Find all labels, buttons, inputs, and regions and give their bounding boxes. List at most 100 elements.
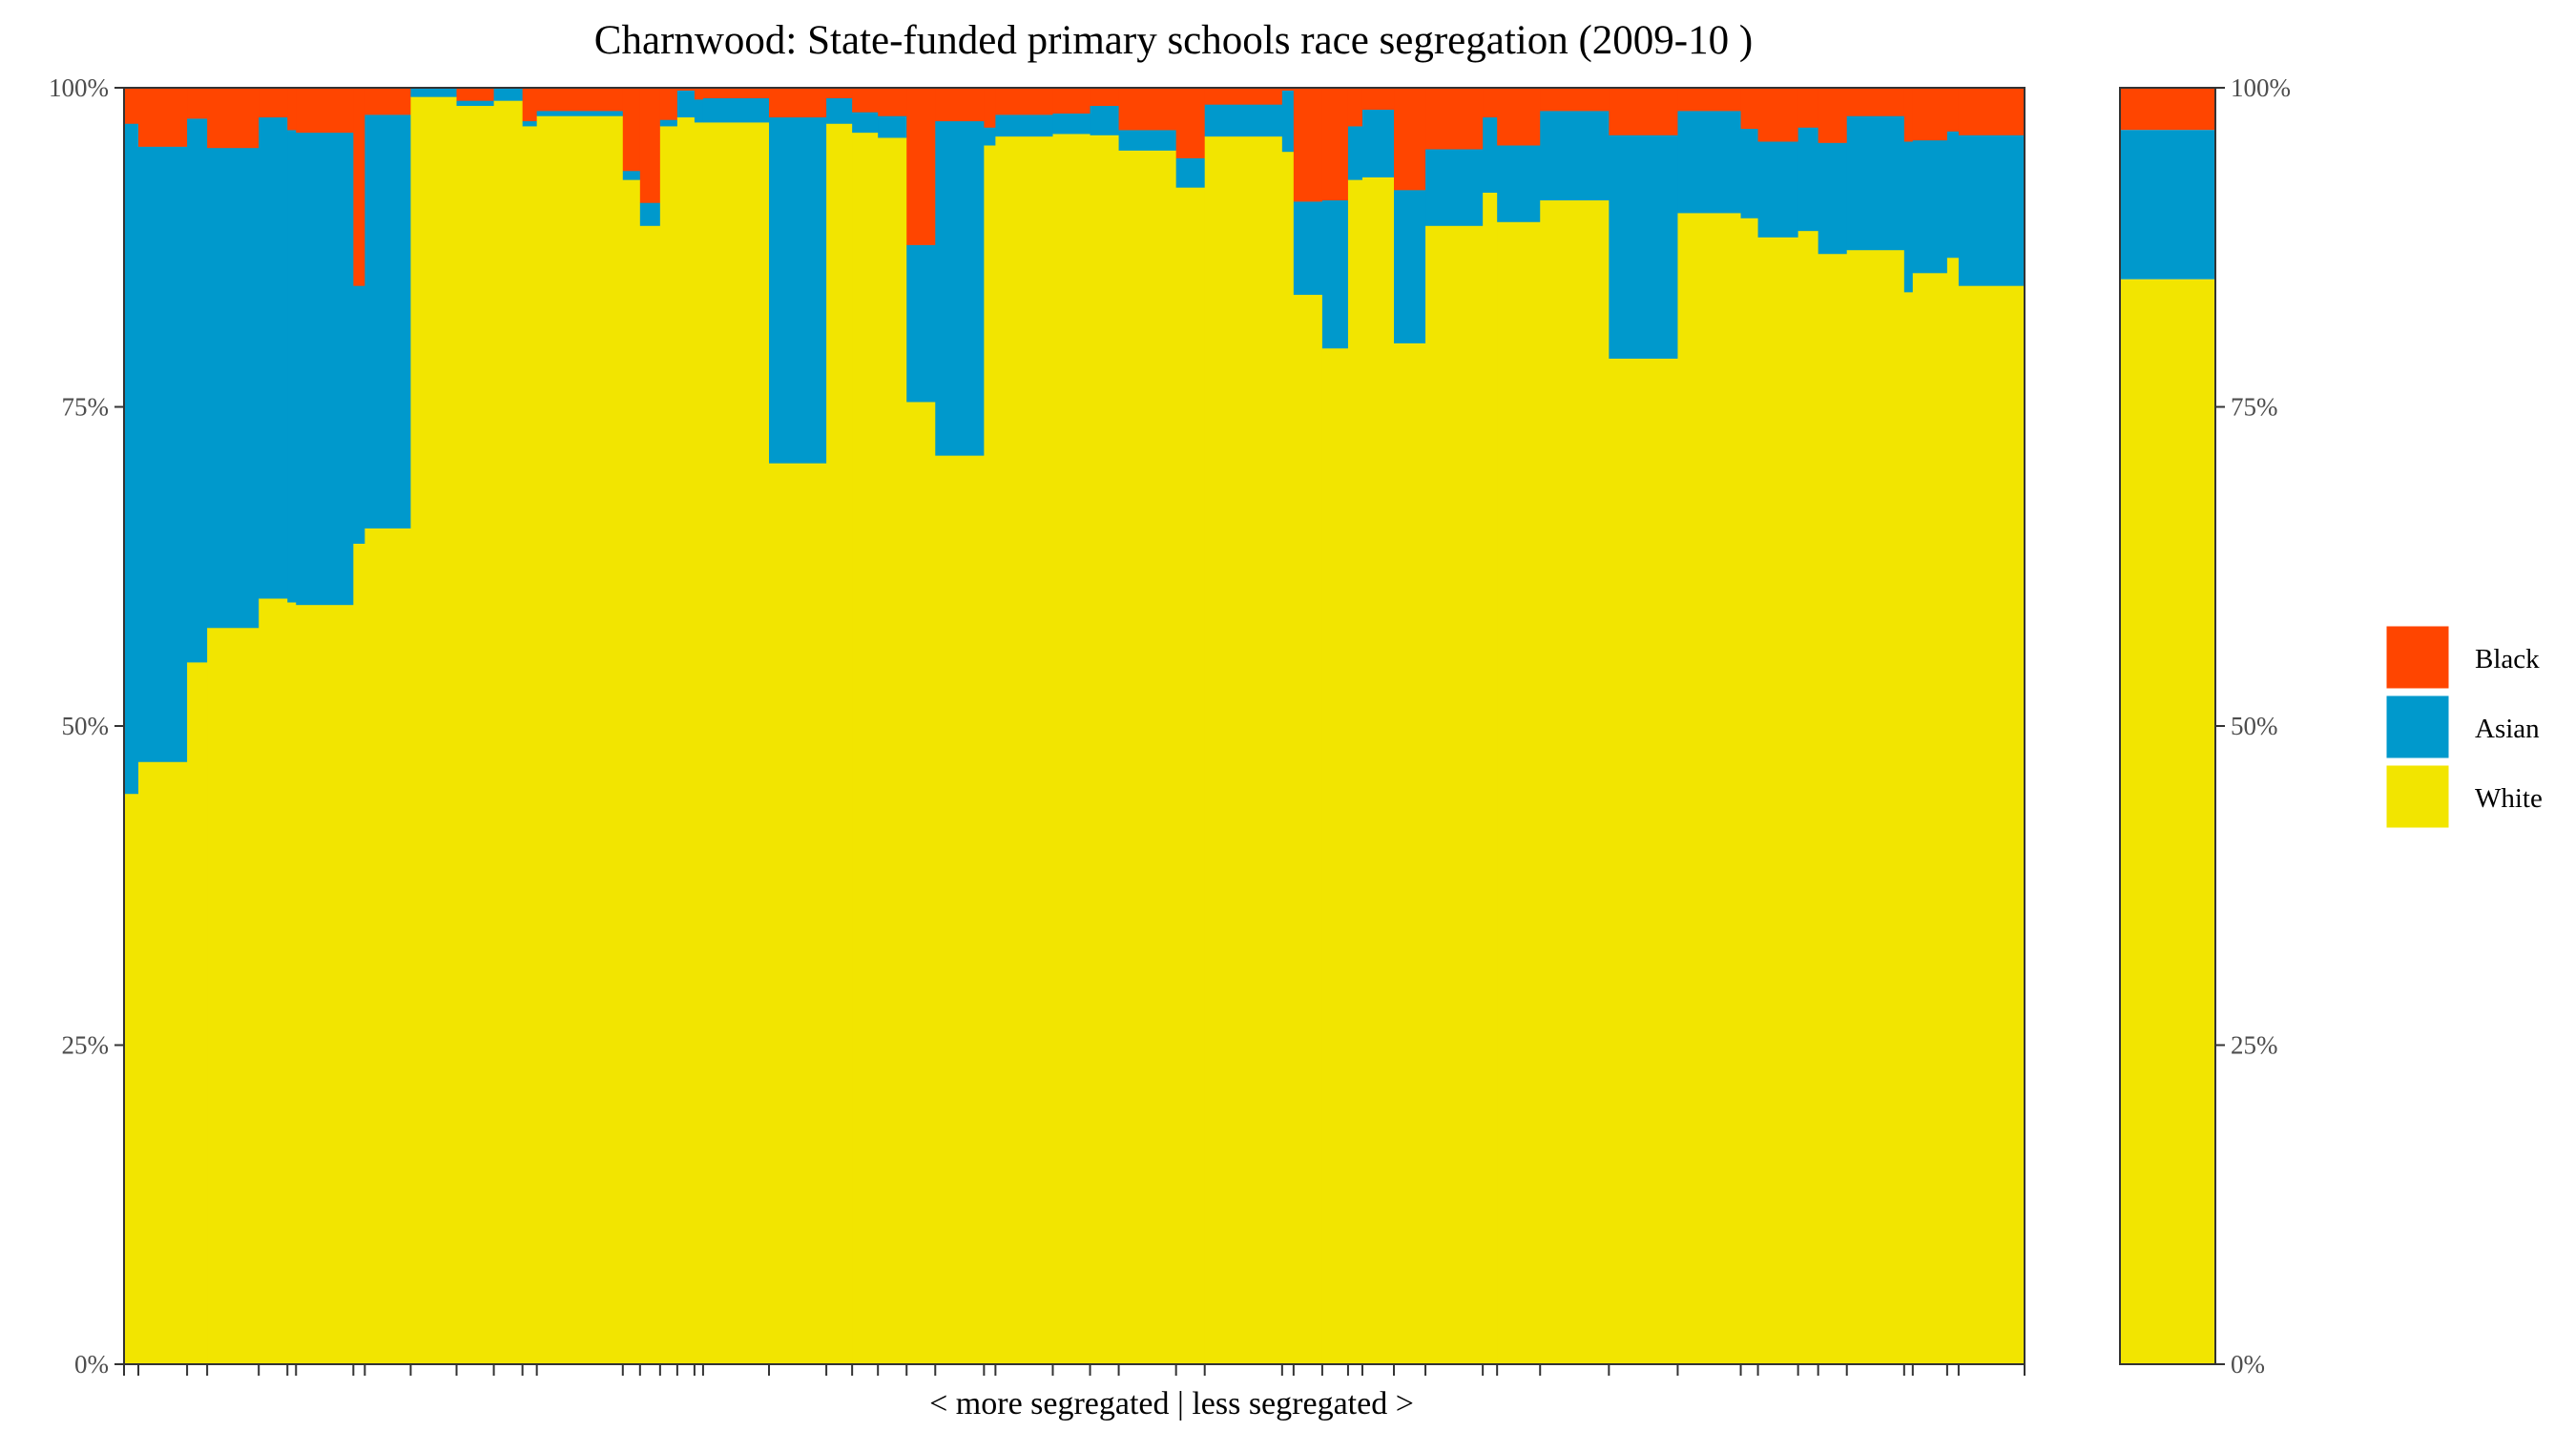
bar-school-17-asian xyxy=(659,119,678,127)
bar-school-23-white xyxy=(852,132,879,1365)
bar-school-44-asian xyxy=(1609,135,1679,359)
bar-school-34-black xyxy=(1281,88,1295,91)
bar-school-43-white xyxy=(1540,199,1610,1365)
overall-bar-panel xyxy=(2120,88,2215,1365)
bar-school-36-black xyxy=(1321,88,1349,201)
bar-school-23-black xyxy=(852,88,879,113)
bar-school-23-asian xyxy=(852,112,879,134)
bar-school-2-asian xyxy=(138,146,188,762)
bar-school-35-black xyxy=(1293,88,1323,202)
bar-school-42-white xyxy=(1497,221,1541,1365)
bar-school-31-white xyxy=(1118,150,1177,1365)
bar-school-53-white xyxy=(1946,257,1960,1365)
bar-school-5-asian xyxy=(259,116,288,599)
bar-school-11-asian xyxy=(456,100,495,107)
bar-school-35-asian xyxy=(1293,201,1323,296)
bar-school-38-black xyxy=(1361,88,1395,111)
bar-school-14-black xyxy=(536,88,624,112)
legend-label-white: White xyxy=(2475,783,2543,814)
bar-school-16-asian xyxy=(639,202,661,226)
bar-school-40-black xyxy=(1425,88,1484,150)
bar-school-39-white xyxy=(1394,342,1426,1365)
bar-school-46-asian xyxy=(1740,128,1759,218)
bar-school-14-asian xyxy=(536,111,624,116)
bar-school-38-asian xyxy=(1361,109,1395,177)
bar-school-52-white xyxy=(1912,273,1948,1365)
bar-school-47-asian xyxy=(1757,141,1799,238)
bar-school-43-asian xyxy=(1540,111,1610,201)
bar-overall-white xyxy=(2120,279,2215,1365)
bar-overall-asian xyxy=(2120,130,2215,280)
bar-school-18-black xyxy=(676,88,696,91)
bar-school-25-white xyxy=(906,402,936,1365)
bar-school-48-black xyxy=(1797,88,1819,128)
bar-school-27-black xyxy=(984,88,996,128)
bar-school-24-asian xyxy=(878,115,907,138)
bar-school-33-black xyxy=(1204,88,1283,105)
bar-school-53-black xyxy=(1946,88,1960,132)
bar-school-50-white xyxy=(1846,249,1905,1365)
left-y-axis: 0% 25% 50% 75% 100% xyxy=(49,73,124,1379)
bar-school-28-black xyxy=(995,88,1054,115)
bar-school-22-black xyxy=(826,88,853,99)
bar-school-13-asian xyxy=(522,120,538,127)
bar-school-37-asian xyxy=(1347,126,1363,180)
bar-school-26-asian xyxy=(935,120,985,456)
bar-school-4-white xyxy=(207,627,260,1365)
bar-school-46-black xyxy=(1740,88,1759,130)
bar-school-50-black xyxy=(1846,88,1905,116)
bar-school-44-black xyxy=(1609,88,1679,135)
bar-school-34-asian xyxy=(1281,90,1295,153)
bar-school-19-black xyxy=(694,88,704,100)
y-tick-label-left: 25% xyxy=(62,1031,110,1060)
bar-school-40-asian xyxy=(1425,149,1484,226)
bar-school-54-asian xyxy=(1958,135,2025,286)
bar-school-8-white xyxy=(353,543,365,1365)
bar-school-51-white xyxy=(1903,292,1914,1365)
bar-school-28-asian xyxy=(995,114,1054,137)
bar-school-8-black xyxy=(353,88,365,286)
bar-school-11-white xyxy=(456,105,495,1365)
bar-school-10-asian xyxy=(410,88,458,97)
bar-school-21-black xyxy=(769,88,827,118)
bar-school-33-white xyxy=(1204,135,1283,1365)
bar-school-9-black xyxy=(364,88,412,115)
bar-school-15-asian xyxy=(622,170,641,180)
bar-school-27-white xyxy=(984,145,996,1365)
bar-school-12-white xyxy=(493,100,524,1365)
bar-school-7-asian xyxy=(296,132,354,606)
bar-school-48-asian xyxy=(1797,127,1819,232)
chart-title: Charnwood: State-funded primary schools … xyxy=(594,18,1753,63)
bar-school-1-white xyxy=(124,793,139,1365)
y-tick-label-left: 50% xyxy=(62,712,110,740)
bar-school-8-asian xyxy=(353,285,365,544)
bar-school-37-black xyxy=(1347,88,1363,127)
bar-school-11-black xyxy=(456,88,495,101)
bar-school-6-asian xyxy=(287,130,297,603)
bar-school-36-white xyxy=(1321,347,1349,1365)
bar-school-49-black xyxy=(1818,88,1848,143)
bar-school-15-black xyxy=(622,88,641,172)
bar-school-41-asian xyxy=(1483,116,1498,194)
bar-school-9-white xyxy=(364,528,412,1365)
x-axis-ticks xyxy=(123,1364,2025,1376)
main-bar-panel xyxy=(124,88,2025,1365)
bar-school-31-asian xyxy=(1118,130,1177,151)
overall-panel-border xyxy=(2119,87,2216,1365)
bar-school-50-asian xyxy=(1846,115,1905,251)
bar-school-30-white xyxy=(1090,135,1120,1365)
bar-school-54-white xyxy=(1958,285,2025,1365)
y-tick-label-left: 0% xyxy=(74,1350,109,1379)
y-tick-label-left: 75% xyxy=(62,393,110,422)
bar-school-20-asian xyxy=(702,97,770,123)
bar-school-32-white xyxy=(1175,187,1206,1365)
bar-school-18-asian xyxy=(676,90,696,118)
bar-school-28-white xyxy=(995,135,1054,1365)
bar-school-45-asian xyxy=(1677,111,1742,214)
bar-school-12-asian xyxy=(493,88,524,101)
bar-school-52-black xyxy=(1912,88,1948,141)
bar-overall-black xyxy=(2120,88,2215,131)
bar-school-29-white xyxy=(1052,134,1091,1365)
bar-school-6-black xyxy=(287,88,297,131)
